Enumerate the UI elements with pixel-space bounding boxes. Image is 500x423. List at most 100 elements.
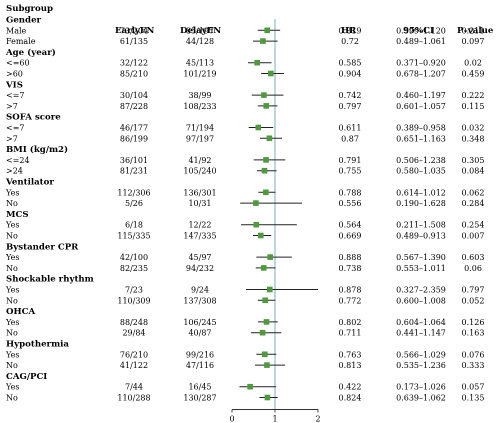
hr-cell: 0.802: [339, 318, 362, 327]
hr-marker: [253, 200, 259, 206]
row-label: Yes: [5, 221, 19, 230]
row-label: >7: [6, 134, 18, 143]
subgroup-heading: Age (year): [5, 47, 56, 58]
hr-cell: 0.763: [339, 350, 362, 359]
early-en-cell: 112/306: [117, 188, 150, 197]
p-value-cell: 0.284: [462, 199, 485, 208]
p-value-cell: 0.097: [462, 37, 485, 46]
early-en-cell: 110/288: [117, 394, 150, 403]
row-label: <=7: [6, 124, 25, 133]
hr-marker: [264, 394, 271, 401]
ci-cell: 0.327–2.359: [396, 286, 446, 295]
early-en-cell: 76/210: [120, 350, 148, 359]
hr-cell: 0.72: [341, 37, 359, 46]
subgroup-heading: Bystander CPR: [6, 242, 79, 252]
hr-marker: [266, 135, 273, 142]
ci-cell: 0.211–1.508: [396, 221, 446, 230]
row-label: Yes: [5, 318, 19, 327]
ci-cell: 0.173–1.026: [396, 383, 446, 392]
p-value-header: P–value: [457, 26, 494, 36]
delay-en-cell: 137/308: [183, 296, 216, 305]
row-label: No: [6, 232, 18, 241]
delay-en-cell: 44/128: [186, 37, 214, 46]
hr-marker: [268, 70, 274, 77]
ci-cell: 0.614–1.012: [396, 188, 446, 197]
delay-en-cell: 94/232: [186, 264, 214, 273]
hr-cell: 0.797: [339, 102, 362, 111]
ci-cell: 0.190–1.628: [396, 199, 446, 208]
early-en-cell: 86/199: [120, 134, 148, 143]
delay-en-cell: 16/45: [188, 383, 211, 392]
p-value-cell: 0.084: [462, 167, 485, 176]
table-row: Female 61/135 44/128 0.72 0.489–1.061 0.097: [6, 37, 484, 46]
hr-cell: 0.422: [339, 383, 362, 392]
early-en-cell: 7/44: [125, 383, 143, 392]
hr-cell: 0.824: [339, 394, 362, 403]
subgroup-heading: CAG/PCI: [6, 372, 47, 382]
row-label: >7: [6, 102, 18, 111]
p-value-cell: 0.348: [462, 134, 485, 143]
hr-marker: [266, 286, 273, 293]
table-row: <=24 36/101 41/92 0.791 0.506–1.238 0.305: [6, 156, 484, 165]
subgroup-heading: OHCA: [6, 307, 35, 317]
row-label: No: [6, 199, 18, 208]
hr-cell: 0.87: [341, 134, 359, 143]
early-en-cell: 81/231: [120, 167, 148, 176]
table-row: Yes 7/23 9/24 0.878 0.327–2.359 0.797: [5, 286, 484, 295]
delay-en-cell: 9/24: [191, 286, 209, 295]
hr-cell: 0.791: [339, 156, 362, 165]
table-row: >7 86/199 97/197 0.87 0.651–1.163 0.348: [6, 134, 484, 143]
hr-cell: 0.904: [339, 70, 362, 79]
row-label: No: [6, 296, 18, 305]
early-en-cell: 82/235: [120, 264, 148, 273]
ci-cell: 0.371–0.920: [396, 59, 446, 68]
p-value-cell: 0.163: [462, 329, 485, 338]
ci-cell: 0.604–1.064: [396, 318, 446, 327]
delay-en-cell: 108/233: [183, 102, 216, 111]
table-row: Yes 112/306 136/301 0.788 0.614–1.012 0.062: [5, 188, 484, 197]
row-label: <=24: [6, 156, 30, 165]
early-en-cell: 61/135: [120, 37, 148, 46]
table-row: No 29/84 40/87 0.711 0.441–1.147 0.163: [6, 329, 484, 338]
hr-marker: [262, 297, 268, 304]
hr-marker: [261, 92, 267, 98]
table-row: No 115/335 147/335 0.669 0.489–0.913 0.007: [6, 232, 484, 241]
subgroup-heading: VIS: [5, 80, 23, 90]
early-en-cell: 36/101: [120, 156, 148, 165]
p-value-cell: 0.254: [462, 221, 485, 230]
hr-cell: 0.755: [339, 167, 362, 176]
hr-marker: [261, 167, 268, 174]
delay-en-cell: 130/287: [183, 394, 216, 403]
hr-cell: 0.611: [339, 124, 362, 133]
table-row: Yes 42/100 45/97 0.888 0.567–1.390 0.603: [5, 253, 484, 262]
p-value-cell: 0.797: [462, 286, 485, 295]
hr-marker: [267, 254, 273, 260]
p-value-cell: 0.032: [462, 124, 485, 133]
early-en-cell: 115/335: [117, 232, 150, 241]
ci-cell: 0.651–1.163: [396, 134, 446, 143]
table-row: <=7 30/104 38/99 0.742 0.460–1.197 0.222: [6, 91, 484, 100]
row-label: >24: [6, 167, 23, 176]
hr-cell: 0.669: [339, 232, 362, 241]
ci-cell: 0.489–1.061: [396, 37, 446, 46]
ci-cell: 0.639–1.062: [396, 394, 446, 403]
subgroup-heading: Gender: [6, 16, 42, 26]
hr-cell: 0.585: [339, 59, 362, 68]
hr-marker: [254, 59, 260, 66]
p-value-cell: 0.115: [462, 102, 485, 111]
delay-en-cell: 40/87: [188, 329, 211, 338]
early-en-cell: 32/122: [120, 59, 148, 68]
early-en-cell: 110/309: [117, 296, 150, 305]
hr-marker: [264, 27, 271, 34]
table-row: >7 87/228 108/233 0.797 0.601–1.057 0.115: [6, 102, 484, 111]
hr-marker: [257, 232, 264, 239]
row-label: <=60: [6, 59, 30, 68]
delay-en-cell: 38/99: [188, 91, 211, 100]
delay-en-header: DelayEN: [180, 26, 221, 36]
p-value-cell: 0.02: [464, 59, 482, 68]
early-en-cell: 30/104: [120, 91, 148, 100]
ci-header: 95%CI: [403, 26, 434, 36]
subgroup-heading: Hypothermia: [6, 340, 69, 350]
p-value-cell: 0.052: [462, 296, 485, 305]
row-label: No: [6, 329, 18, 338]
